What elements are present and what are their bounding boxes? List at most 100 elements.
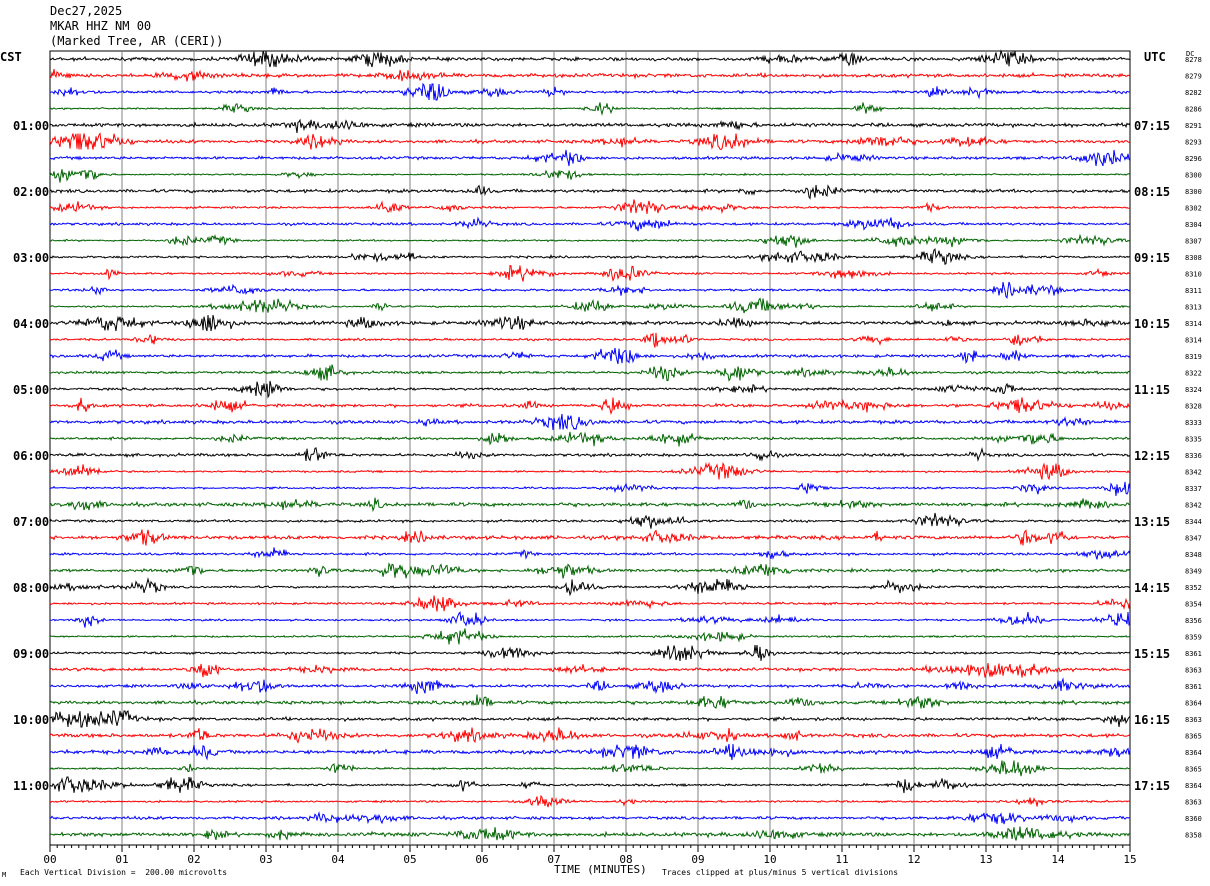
right-hour-label: 17:15 [1134,779,1170,793]
dc-offset-label: 8335 [1185,436,1202,444]
dc-offset-label: 8352 [1185,584,1202,592]
x-tick-label: 09 [691,853,704,866]
left-timezone-label: CST [0,50,22,64]
plot-grid [49,50,1131,852]
x-tick-label: 00 [43,853,56,866]
dc-offset-label: 8349 [1185,568,1202,576]
seismic-trace [49,102,1131,116]
dc-offset-label: 8307 [1185,238,1202,246]
seismic-trace [49,82,1130,101]
seismic-trace [49,512,1131,529]
right-hour-label: 10:15 [1134,317,1170,331]
dc-offset-label: 8337 [1185,485,1202,493]
dc-offset-label: 8328 [1185,403,1202,411]
dc-offset-label: 8278 [1185,56,1202,64]
dc-offset-label: 8363 [1185,799,1202,807]
dc-offset-label: 8358 [1185,832,1202,840]
dc-offset-label: 8359 [1185,634,1202,642]
left-hour-label: 01:00 [13,119,49,133]
seismic-trace [49,184,1131,200]
right-timezone-label: UTC [1144,50,1166,64]
seismic-trace [49,297,1131,314]
dc-offset-label: 8319 [1185,353,1202,361]
dc-offset-label: 8360 [1185,815,1202,823]
dc-offset-label: 8302 [1185,205,1202,213]
x-tick-label: 05 [403,853,416,866]
right-hour-label: 15:15 [1134,647,1170,661]
dc-offset-label: 8342 [1185,469,1202,477]
x-tick-label: 15 [1123,853,1136,866]
dc-offset-label: 8363 [1185,716,1202,724]
x-axis-title: TIME (MINUTES) [554,863,647,876]
seismic-trace [49,364,1131,382]
seismic-trace [49,727,1131,744]
x-tick-label: 08 [619,853,632,866]
seismic-trace [49,447,1131,462]
x-tick-label: 06 [475,853,488,866]
dc-offset-label: 8293 [1185,139,1202,147]
x-tick-label: 13 [979,853,992,866]
seismic-trace [49,794,1131,808]
seismic-traces [49,49,1131,841]
seismic-trace [49,529,1130,546]
right-hour-label: 07:15 [1134,119,1170,133]
seismic-trace [49,118,1131,134]
right-hour-label: 08:15 [1134,185,1170,199]
dc-offset-label: 8336 [1185,452,1202,460]
seismic-trace [49,547,1131,560]
seismic-trace [49,149,1131,167]
seismic-trace [49,169,1131,183]
dc-offset-label: 8282 [1185,89,1202,97]
dc-offset-label: 8304 [1185,221,1202,229]
seismic-trace [49,332,1131,348]
dc-offset-label: 8300 [1185,172,1202,180]
dc-offset-label: 8361 [1185,683,1202,691]
seismic-trace [49,481,1131,497]
left-hour-label: 09:00 [13,647,49,661]
left-hour-label: 07:00 [13,515,49,529]
seismic-trace [49,264,1131,282]
plot-frame [49,50,1131,846]
dc-offset-label: 8342 [1185,502,1202,510]
seismic-trace [49,811,1131,825]
dc-offset-header: DC [1186,50,1195,58]
dc-offset-label: 8279 [1185,73,1202,81]
seismic-trace [49,562,1131,579]
seismic-trace [49,413,1131,431]
dc-offset-label: 8347 [1185,535,1202,543]
dc-offset-label: 8291 [1185,122,1202,130]
x-tick-label: 04 [331,853,345,866]
seismic-trace [49,461,1131,481]
dc-offset-label: 8365 [1185,766,1202,774]
dc-offset-label: 8356 [1185,617,1202,625]
corner-mark: M [2,871,7,879]
seismic-trace [49,710,1131,728]
seismic-trace [49,314,1131,332]
left-hour-label: 06:00 [13,449,49,463]
seismic-trace [49,397,1131,415]
axis-labels: 00 01 02 03 04 05 06 07 08 09 10 11 12 13 14 15 8278 8279… [13,56,1202,866]
left-hour-label: 11:00 [13,779,49,793]
seismic-trace [49,694,1131,709]
clip-note: Traces clipped at plus/minus 5 vertical … [662,868,899,877]
seismic-trace [50,644,1131,662]
seismic-trace [49,233,1131,248]
left-hour-label: 03:00 [13,251,49,265]
seismic-trace [49,431,1131,447]
dc-offset-label: 8286 [1185,106,1202,114]
dc-offset-label: 8364 [1185,782,1202,790]
seismic-trace [49,216,1131,232]
left-hour-label: 02:00 [13,185,49,199]
seismic-trace [49,662,1131,678]
seismic-trace [49,826,1131,841]
dc-offset-label: 8354 [1185,601,1202,609]
x-tick-label: 12 [907,853,920,866]
station-location: (Marked Tree, AR (CERI)) [50,34,224,48]
seismic-trace [49,760,1131,777]
seismic-trace [49,577,1131,597]
dc-offset-label: 8308 [1185,254,1202,262]
seismic-trace [49,49,1131,68]
dc-offset-label: 8361 [1185,650,1202,658]
x-tick-label: 11 [835,853,848,866]
x-tick-label: 14 [1051,853,1065,866]
